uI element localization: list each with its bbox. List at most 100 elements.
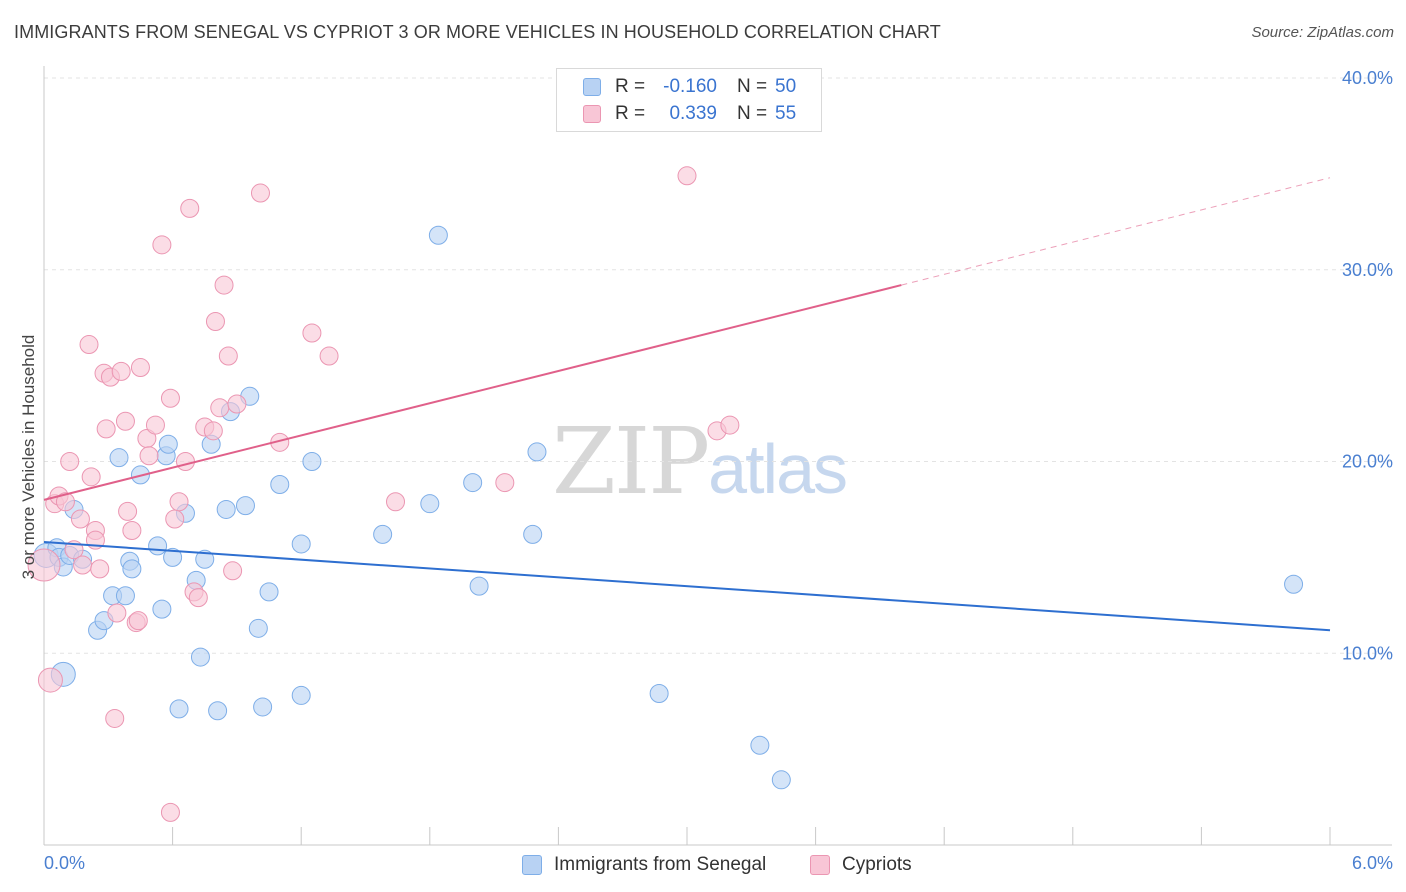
- point-cypriots: [107, 603, 127, 623]
- point-cypriots: [495, 473, 515, 493]
- point-senegal: [771, 770, 791, 790]
- point-senegal: [420, 494, 440, 514]
- point-cypriots: [250, 183, 270, 203]
- point-cypriots: [214, 275, 234, 295]
- legend-swatch-senegal: [522, 855, 542, 875]
- legend-item-senegal[interactable]: Immigrants from Senegal: [522, 851, 766, 879]
- point-cypriots: [188, 588, 208, 608]
- point-senegal: [750, 735, 770, 755]
- point-cypriots: [60, 452, 80, 471]
- point-cypriots: [73, 555, 93, 575]
- legend-swatch-senegal: [583, 78, 601, 96]
- point-cypriots: [55, 492, 75, 512]
- point-senegal: [649, 684, 669, 704]
- point-senegal: [523, 524, 543, 544]
- point-senegal: [302, 452, 322, 471]
- point-cypriots: [96, 419, 116, 439]
- point-cypriots: [227, 394, 247, 414]
- point-senegal: [216, 499, 236, 519]
- point-senegal: [158, 434, 178, 454]
- legend-n-label: N =: [737, 103, 768, 124]
- point-cypriots: [720, 415, 740, 435]
- point-senegal: [259, 582, 279, 602]
- point-senegal: [463, 473, 483, 493]
- chart-title: IMMIGRANTS FROM SENEGAL VS CYPRIOT 3 OR …: [14, 22, 941, 42]
- point-cypriots: [160, 802, 180, 822]
- trend-lines: [43, 177, 1331, 632]
- point-cypriots: [79, 335, 99, 355]
- point-senegal: [148, 536, 168, 556]
- legend-r-value: -0.160: [663, 76, 717, 97]
- point-cypriots: [115, 411, 135, 431]
- point-senegal: [469, 576, 489, 596]
- y-tick-label: 10.0%: [1342, 643, 1393, 663]
- point-senegal: [291, 534, 311, 554]
- point-cypriots: [319, 346, 339, 366]
- point-cypriots: [223, 561, 243, 581]
- legend-item-cypriots[interactable]: Cypriots: [810, 851, 912, 879]
- point-cypriots: [175, 452, 195, 471]
- point-cypriots: [130, 358, 150, 378]
- point-senegal: [195, 549, 215, 569]
- correlation-legend: R = -0.160 N = 50 R = 0.339 N = 55: [556, 68, 822, 132]
- point-cypriots: [386, 492, 406, 512]
- y-tick-label: 20.0%: [1342, 452, 1393, 472]
- trend-line-cypriots-extension: [901, 177, 1331, 286]
- point-cypriots: [128, 611, 148, 631]
- tick-labels: 10.0% 20.0% 30.0% 40.0% 0.0% 6.0% 3 or more Ve…: [19, 68, 1393, 873]
- point-cypriots: [210, 398, 230, 418]
- legend-n-value: 50: [775, 76, 797, 97]
- point-cypriots: [139, 446, 159, 466]
- point-cypriots: [169, 492, 189, 512]
- point-cypriots: [90, 559, 110, 579]
- legend-r-value: 0.339: [669, 103, 717, 124]
- x-tick-label: 0.0%: [44, 853, 85, 873]
- point-cypriots: [118, 501, 138, 521]
- point-senegal: [428, 225, 448, 245]
- legend-row-senegal: R = -0.160 N = 50: [557, 73, 796, 101]
- point-cypriots: [302, 323, 322, 343]
- point-cypriots: [180, 198, 200, 218]
- point-cypriots: [203, 421, 223, 441]
- legend-n-label: N =: [737, 76, 768, 97]
- point-cypriots: [145, 415, 165, 435]
- point-cypriots: [105, 708, 125, 728]
- data-points: [27, 166, 1304, 822]
- legend-r-label: R =: [615, 103, 646, 124]
- legend-label-cypriots: Cypriots: [842, 854, 912, 875]
- legend-label-senegal: Immigrants from Senegal: [554, 854, 767, 875]
- legend-n-value: 55: [775, 103, 797, 124]
- point-cypriots: [218, 346, 238, 366]
- point-senegal: [291, 685, 311, 705]
- legend-r-label: R =: [615, 76, 646, 97]
- legend-swatch-cypriots: [583, 105, 601, 123]
- point-senegal: [248, 618, 268, 638]
- y-tick-label: 30.0%: [1342, 260, 1393, 280]
- point-cypriots: [122, 521, 142, 541]
- point-senegal: [163, 547, 183, 567]
- point-cypriots: [165, 509, 185, 529]
- x-tick-label: 6.0%: [1352, 853, 1393, 873]
- trend-line-cypriots: [43, 284, 902, 501]
- point-cypriots: [70, 509, 90, 529]
- point-senegal: [109, 448, 129, 468]
- point-senegal: [235, 496, 255, 516]
- legend-swatch-cypriots: [810, 855, 830, 875]
- point-senegal: [527, 442, 547, 462]
- point-senegal: [1284, 574, 1304, 594]
- y-tick-label: 40.0%: [1342, 68, 1393, 88]
- point-cypriots: [160, 388, 180, 408]
- point-senegal: [373, 524, 393, 544]
- point-senegal: [122, 559, 142, 579]
- point-cypriots: [152, 235, 172, 255]
- chart-source: Source: ZipAtlas.com: [1251, 24, 1394, 41]
- point-cypriots: [111, 361, 131, 381]
- series-legend: Immigrants from Senegal Cypriots: [0, 851, 1406, 879]
- axes: [43, 66, 1392, 846]
- trend-line-senegal: [43, 541, 1331, 632]
- point-senegal: [253, 697, 273, 717]
- point-cypriots: [27, 548, 61, 582]
- point-cypriots: [81, 467, 101, 487]
- y-axis-label: 3 or more Vehicles in Household: [19, 335, 38, 580]
